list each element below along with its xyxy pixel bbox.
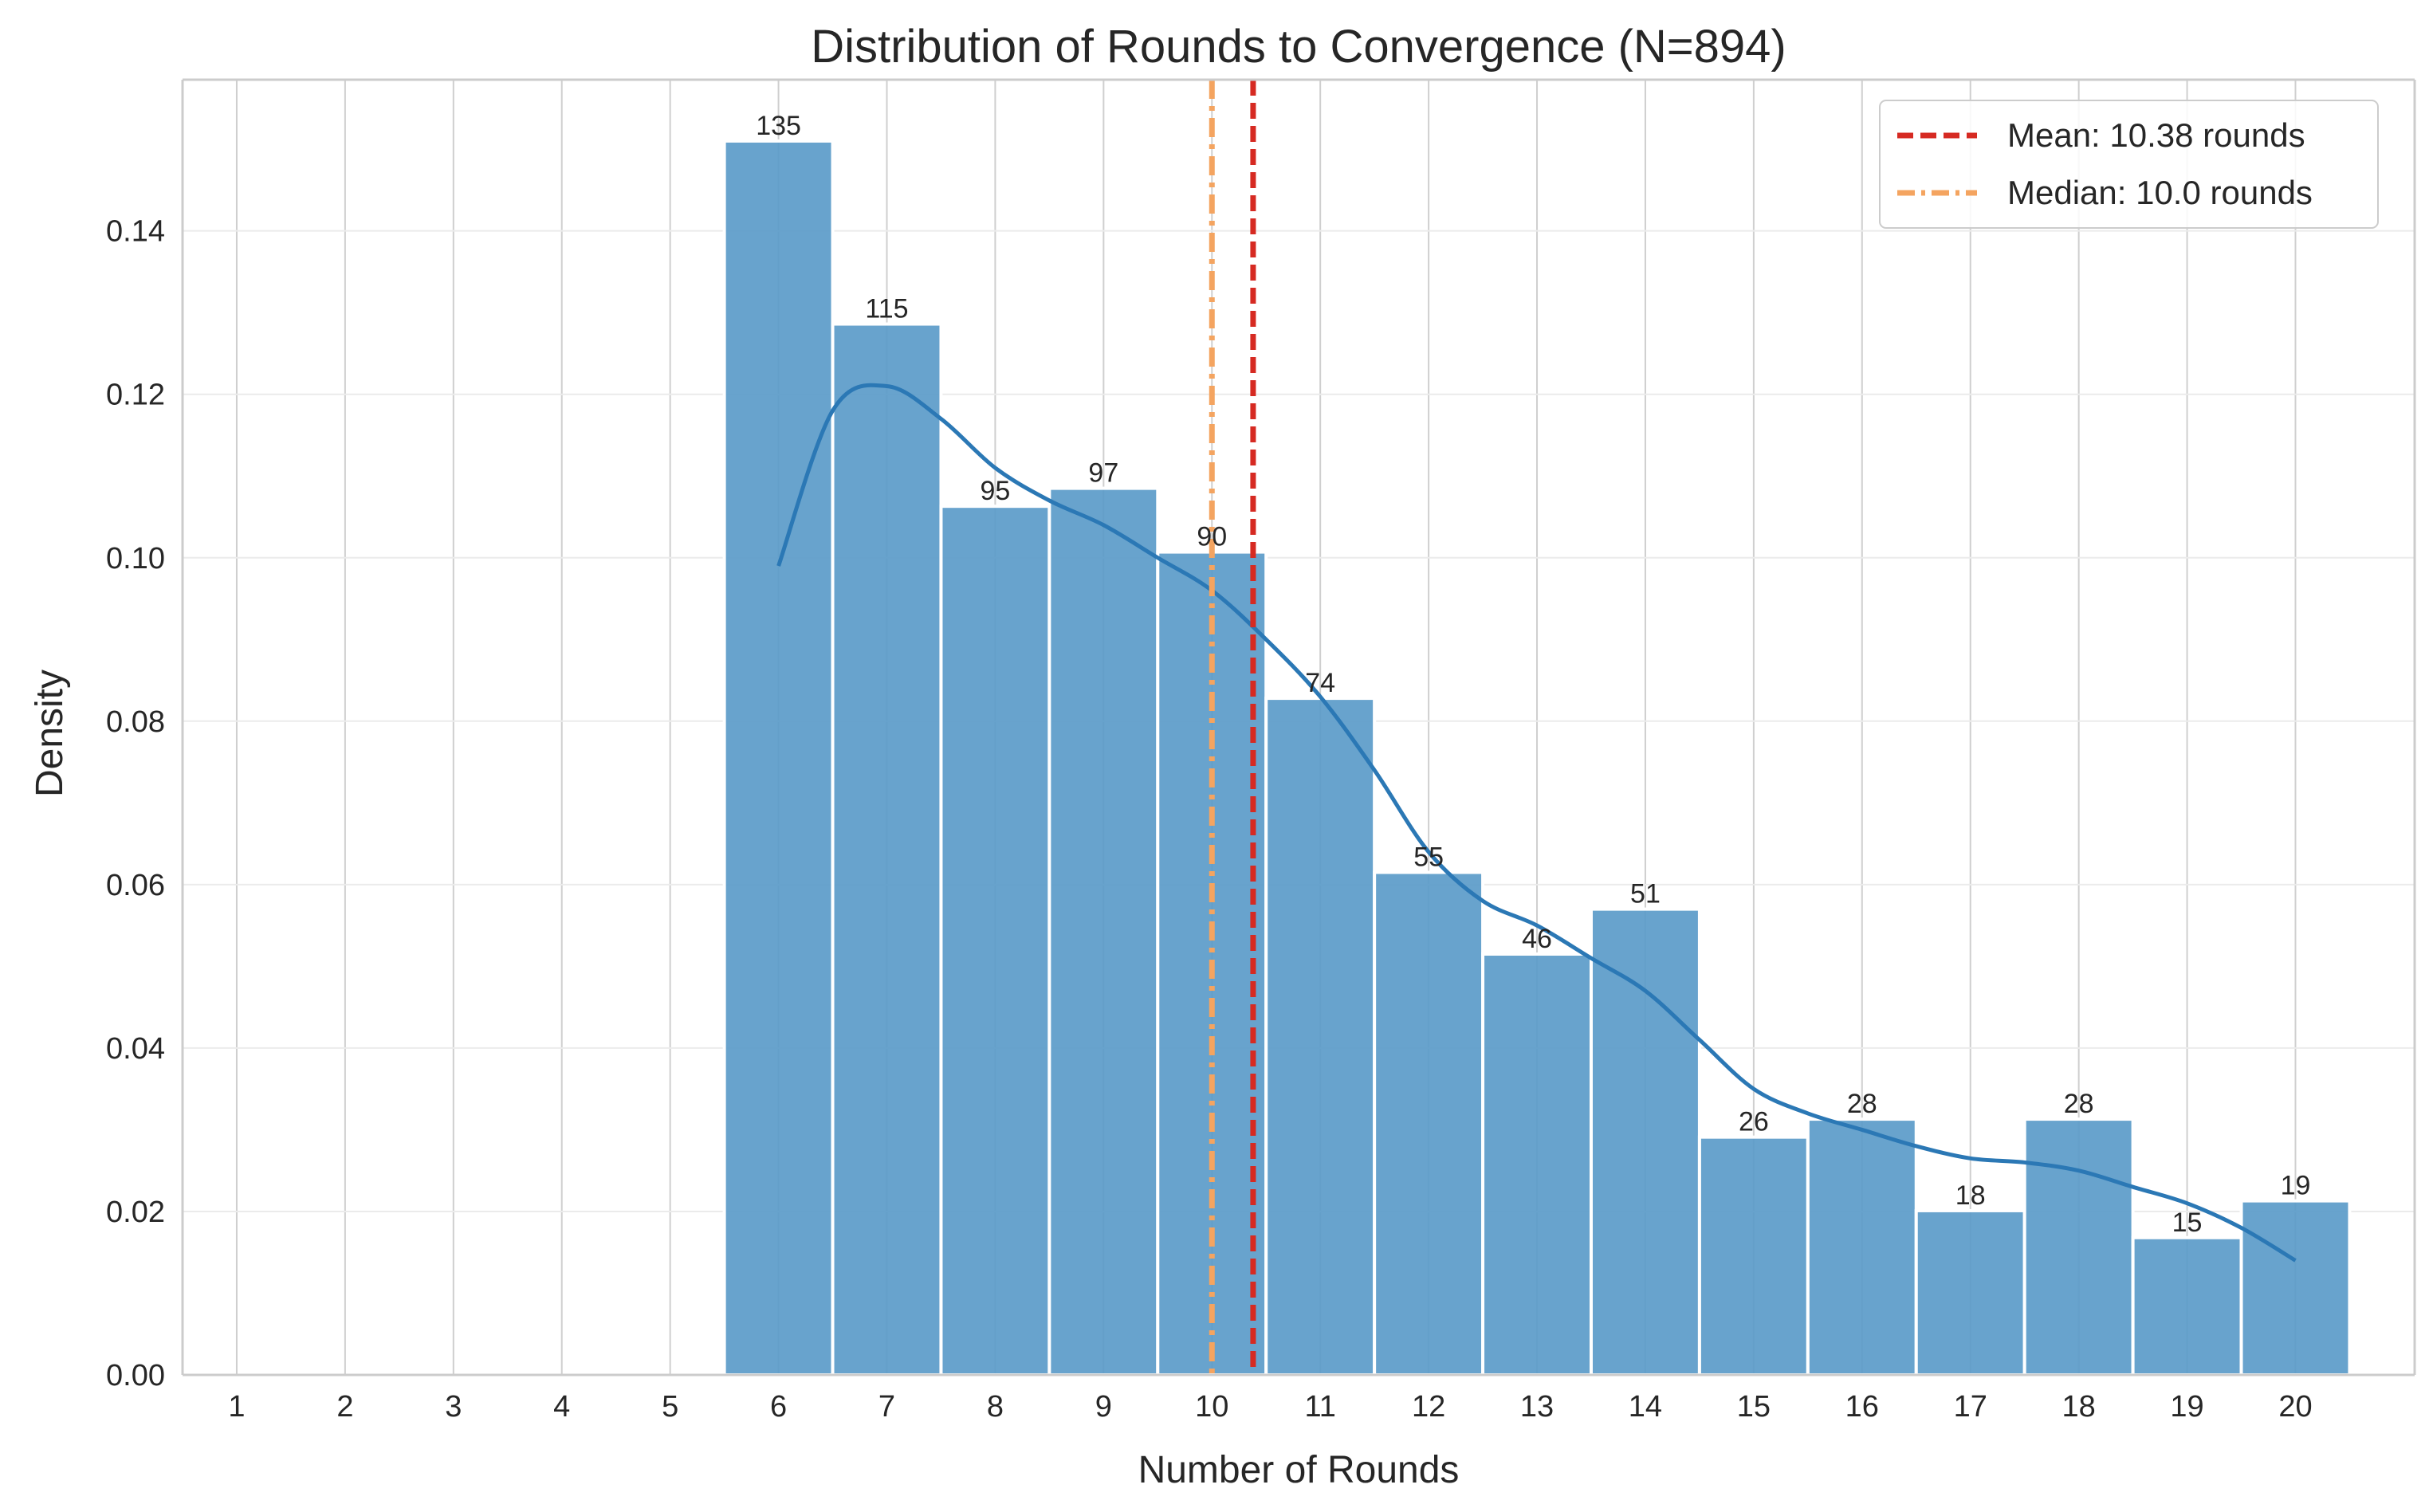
axes-layer [181,78,2416,1377]
chart-title: Distribution of Rounds to Convergence (N… [811,21,1786,73]
x-tick-label-6: 6 [770,1390,787,1424]
x-tick-label-15: 15 [1737,1390,1771,1424]
x-tick-label-1: 1 [228,1390,245,1424]
bar-20 [2239,1199,2352,1377]
bar-count-label-8: 95 [981,476,1011,506]
y-tick-label-0: 0.00 [106,1359,165,1392]
x-tick-label-17: 17 [1954,1390,1987,1424]
bar-16 [1806,1117,1918,1377]
bar-count-label-10: 90 [1197,522,1227,552]
y-tick-label-5: 0.10 [106,542,165,575]
x-tick-label-19: 19 [2170,1390,2203,1424]
ticks-layer: 1 2 3 4 5 6 7 8 9 10 11 12 13 14 15 16 17 18 19 200.000.020… [106,215,2313,1424]
bar-count-label-16: 28 [1847,1089,1877,1119]
bar-8 [939,505,1051,1377]
legend-median-label: Median: 10.0 rounds [2007,174,2313,211]
bar-13 [1481,952,1593,1377]
bar-15 [1697,1135,1810,1377]
legend: Mean: 10.38 rounds Median: 10.0 rounds [1879,100,2379,229]
x-tick-label-7: 7 [878,1390,895,1424]
y-axis-label: Density [29,670,71,797]
x-tick-label-12: 12 [1412,1390,1445,1424]
bar-14 [1589,907,1701,1377]
bar-count-label-11: 74 [1305,668,1335,698]
x-tick-label-9: 9 [1095,1390,1112,1424]
y-tick-label-6: 0.12 [106,379,165,412]
bar-count-label-6: 135 [756,111,801,141]
y-tick-label-4: 0.08 [106,705,165,739]
bar-labels-layer: 135 115 95 97 90 74 55 46 51 26 28 18 28 15 19 [756,111,2310,1238]
bars-layer [722,139,2352,1377]
x-tick-label-14: 14 [1629,1390,1662,1424]
x-tick-label-20: 20 [2278,1390,2312,1424]
bar-9 [1047,486,1160,1377]
x-tick-label-3: 3 [445,1390,462,1424]
bar-count-label-13: 46 [1522,924,1552,954]
bar-18 [2022,1117,2135,1377]
x-tick-label-10: 10 [1195,1390,1228,1424]
y-tick-label-7: 0.14 [106,215,165,249]
bar-count-label-7: 115 [865,294,908,324]
bar-count-label-9: 97 [1088,458,1118,489]
bar-11 [1264,697,1377,1377]
bar-count-label-19: 15 [2172,1208,2203,1238]
bar-count-label-20: 19 [2281,1171,2311,1201]
x-axis-label: Number of Rounds [1138,1449,1460,1491]
bar-count-label-14: 51 [1630,879,1661,909]
y-tick-label-1: 0.02 [106,1196,165,1229]
kde-layer [776,383,2297,1263]
bar-12 [1373,870,1485,1377]
bar-count-label-12: 55 [1413,842,1444,872]
y-tick-label-3: 0.06 [106,869,165,902]
x-tick-label-2: 2 [336,1390,353,1424]
x-tick-label-11: 11 [1304,1390,1335,1424]
bar-count-label-15: 26 [1739,1107,1769,1137]
x-tick-label-4: 4 [553,1390,570,1424]
bar-7 [831,322,943,1377]
bar-count-label-18: 28 [2064,1089,2094,1119]
bar-6 [722,139,835,1377]
legend-mean-label: Mean: 10.38 rounds [2007,116,2305,154]
kde-curve [776,383,2297,1263]
y-tick-label-2: 0.04 [106,1032,165,1066]
x-tick-label-8: 8 [987,1390,1004,1424]
legend-box [1879,100,2379,229]
bar-19 [2131,1235,2243,1377]
x-tick-label-13: 13 [1520,1390,1554,1424]
x-tick-label-16: 16 [1845,1390,1879,1424]
reference-lines-layer [1209,80,1256,1375]
bar-count-label-17: 18 [1955,1180,1986,1211]
bar-17 [1914,1208,2026,1377]
x-tick-label-18: 18 [2062,1390,2096,1424]
x-tick-label-5: 5 [662,1390,678,1424]
